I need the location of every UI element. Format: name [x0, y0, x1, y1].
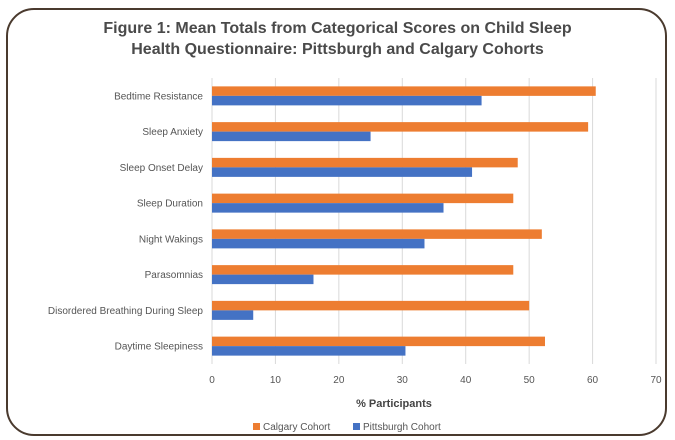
category-label: Parasomnias	[145, 270, 203, 281]
bar-calgary-cohort	[212, 122, 589, 132]
bar-calgary-cohort	[212, 265, 514, 275]
legend-label: Pittsburgh Cohort	[363, 422, 441, 433]
category-label: Sleep Onset Delay	[120, 163, 203, 174]
bar-pittsburgh-cohort	[212, 131, 371, 142]
chart-title-line-1: Figure 1: Mean Totals from Categorical S…	[103, 20, 572, 37]
x-tick-label: 30	[397, 375, 409, 386]
bar-pittsburgh-cohort	[212, 95, 482, 106]
legend: Calgary Cohort Pittsburgh Cohort	[253, 422, 441, 433]
category-label: Sleep Anxiety	[142, 127, 203, 138]
legend-swatch	[353, 423, 360, 430]
chart-title-line-2: Health Questionnaire: Pittsburgh and Cal…	[131, 41, 544, 58]
bar-calgary-cohort	[212, 229, 542, 239]
category-label: Daytime Sleepiness	[115, 342, 203, 353]
bar-calgary-cohort	[212, 157, 518, 168]
bar-calgary-cohort	[212, 86, 596, 96]
bar-pittsburgh-cohort	[212, 310, 254, 320]
bar-calgary-cohort	[212, 193, 514, 204]
category-label: Sleep Duration	[137, 199, 203, 210]
x-tick-label: 60	[587, 375, 599, 386]
x-tick-label: 10	[270, 375, 282, 386]
x-tick-labels: 0 10 20 30 40 50 60 70	[209, 375, 662, 386]
legend-label: Calgary Cohort	[263, 422, 330, 433]
category-label: Night Wakings	[139, 234, 203, 245]
bar-pittsburgh-cohort	[212, 346, 406, 356]
x-tick-label: 20	[333, 375, 345, 386]
x-tick-label: 50	[524, 375, 536, 386]
bar-pittsburgh-cohort	[212, 274, 314, 285]
gridlines	[211, 78, 657, 364]
category-labels: Bedtime Resistance Sleep Anxiety Sleep Ons…	[48, 91, 204, 352]
category-label: Disordered Breathing During Sleep	[48, 306, 204, 317]
bar-calgary-cohort	[212, 300, 530, 311]
bar-calgary-cohort	[212, 336, 545, 347]
category-label: Bedtime Resistance	[114, 91, 203, 102]
chart-frame	[6, 8, 667, 436]
legend-swatch	[253, 423, 260, 430]
x-tick-label: 0	[209, 375, 215, 386]
bars	[212, 86, 596, 356]
x-tick-label: 40	[460, 375, 472, 386]
x-tick-label: 70	[650, 375, 662, 386]
chart-title: Figure 1: Mean Totals from Categorical S…	[0, 18, 675, 60]
bar-pittsburgh-cohort	[212, 167, 473, 177]
x-axis-label: % Participants	[356, 398, 432, 410]
bar-pittsburgh-cohort	[212, 238, 425, 249]
bar-pittsburgh-cohort	[212, 203, 444, 213]
